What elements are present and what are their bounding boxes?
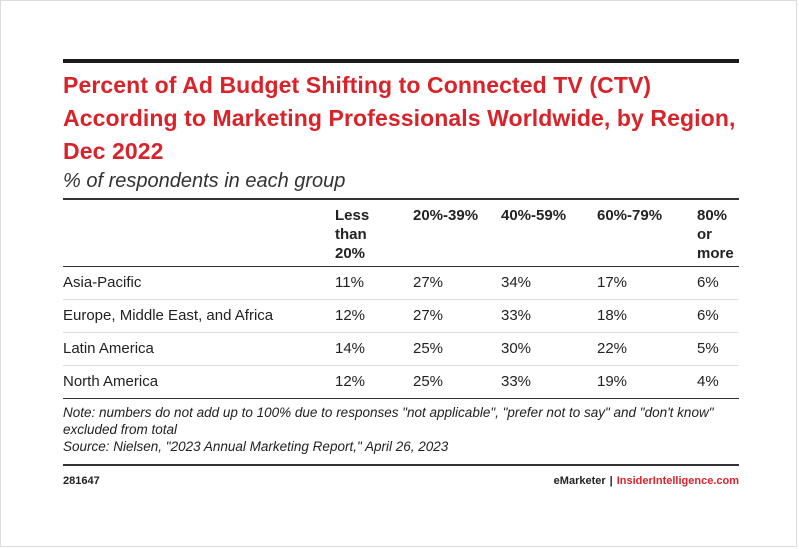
table-row: North America 12% 25% 33% 19% 4% bbox=[63, 365, 739, 399]
top-rule bbox=[63, 59, 739, 63]
cell-value: 25% bbox=[413, 373, 444, 390]
cell-value: 30% bbox=[501, 340, 532, 357]
footer: 281647 eMarketer | InsiderIntelligence.com bbox=[63, 464, 739, 487]
table-row: Europe, Middle East, and Africa 12% 27% … bbox=[63, 299, 739, 333]
cell-value: 6% bbox=[697, 274, 719, 291]
emarketer-logo: eMarketer bbox=[553, 475, 606, 487]
row-label: Latin America bbox=[63, 340, 154, 357]
brand-line: eMarketer | InsiderIntelligence.com bbox=[554, 475, 739, 487]
cell-value: 27% bbox=[413, 307, 444, 324]
row-label: Asia-Pacific bbox=[63, 274, 142, 291]
cell-value: 25% bbox=[413, 340, 444, 357]
header-less-than-20: Less than 20% bbox=[335, 207, 370, 262]
table-row: Latin America 14% 25% 30% 22% 5% bbox=[63, 332, 739, 366]
row-label: Europe, Middle East, and Africa bbox=[63, 307, 274, 324]
brand-separator: | bbox=[609, 475, 613, 487]
notes: Note: numbers do not add up to 100% due … bbox=[63, 398, 739, 455]
header-40-59: 40%-59% bbox=[501, 207, 567, 224]
cell-value: 11% bbox=[335, 274, 364, 291]
footnote: Note: numbers do not add up to 100% due … bbox=[63, 405, 714, 437]
cell-value: 22% bbox=[597, 340, 628, 357]
header-20-39: 20%-39% bbox=[413, 207, 479, 224]
chart-subtitle: % of respondents in each group bbox=[63, 170, 346, 192]
cell-value: 12% bbox=[335, 307, 366, 324]
row-label: North America bbox=[63, 373, 159, 390]
header-row: Less than 20% 20%-39% 40%-59% 60%-79% 80… bbox=[63, 200, 739, 267]
chart-title: Percent of Ad Budget Shifting to Connect… bbox=[63, 72, 736, 164]
table-row: Asia-Pacific 11% 27% 34% 17% 6% bbox=[63, 266, 739, 300]
cell-value: 33% bbox=[501, 373, 532, 390]
table-body: Asia-Pacific 11% 27% 34% 17% 6% Europe, … bbox=[63, 266, 739, 399]
subtitle-rule bbox=[63, 198, 739, 200]
chart-id: 281647 bbox=[63, 475, 100, 487]
data-table: Less than 20% 20%-39% 40%-59% 60%-79% 80… bbox=[63, 200, 739, 398]
cell-value: 12% bbox=[335, 373, 366, 390]
source-note: Source: Nielsen, "2023 Annual Marketing … bbox=[63, 439, 449, 454]
cell-value: 17% bbox=[597, 274, 628, 291]
cell-value: 14% bbox=[335, 340, 366, 357]
cell-value: 4% bbox=[697, 373, 719, 390]
cell-value: 5% bbox=[697, 340, 719, 357]
header-80-plus: 80% or more bbox=[697, 207, 734, 262]
header-60-79: 60%-79% bbox=[597, 207, 663, 224]
chart-content: Percent of Ad Budget Shifting to Connect… bbox=[63, 59, 739, 487]
cell-value: 33% bbox=[501, 307, 532, 324]
cell-value: 34% bbox=[501, 274, 532, 291]
header-region bbox=[63, 200, 335, 267]
cell-value: 18% bbox=[597, 307, 628, 324]
cell-value: 19% bbox=[597, 373, 628, 390]
cell-value: 6% bbox=[697, 307, 719, 324]
cell-value: 27% bbox=[413, 274, 444, 291]
insiderintelligence-link[interactable]: InsiderIntelligence.com bbox=[616, 475, 739, 487]
